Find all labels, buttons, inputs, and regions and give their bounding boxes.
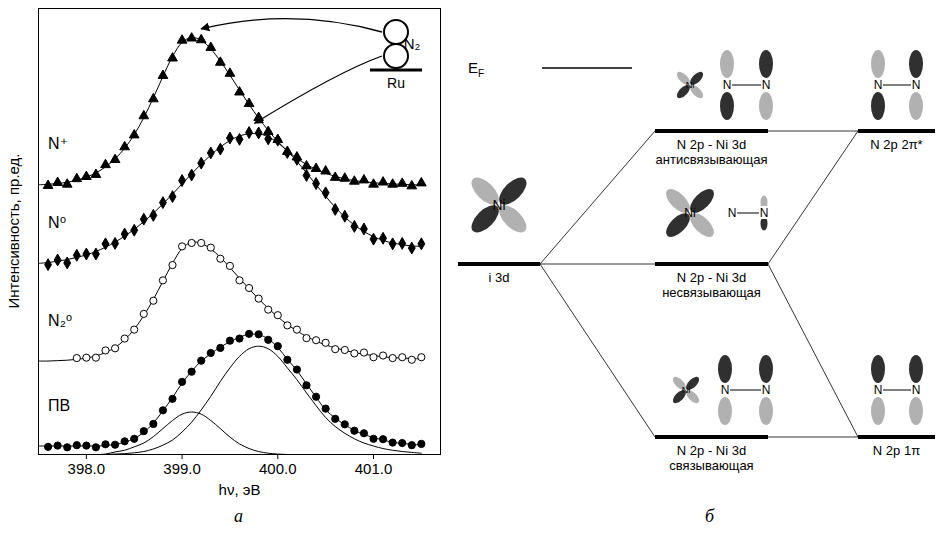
svg-text:антисвязывающая: антисвязывающая [656,152,768,167]
html-text:а: а [234,506,243,526]
svg-text:связывающая: связывающая [669,458,753,473]
svg-text:400.0: 400.0 [259,460,297,477]
svg-text:N⁺: N⁺ [48,135,68,152]
svg-text:hν, эВ: hν, эВ [219,481,261,498]
svg-text:N₂: N₂ [404,35,421,52]
svg-text:Ru: Ru [387,75,405,91]
svg-text:N₂⁰: N₂⁰ [48,312,72,329]
svg-text:N: N [760,206,769,220]
svg-text:N 2p 1π: N 2p 1π [873,443,920,458]
svg-text:N: N [874,383,883,397]
svg-text:несвязывающая: несвязывающая [662,285,761,300]
svg-text:Ni: Ni [492,198,505,213]
svg-text:N⁰: N⁰ [48,214,66,231]
svg-text:ПВ: ПВ [48,397,70,414]
svg-text:N 2p - Ni 3d: N 2p - Ni 3d [677,443,746,458]
svg-text:N: N [874,78,883,92]
svg-text:N: N [762,78,771,92]
svg-text:N 2p 2π*: N 2p 2π* [870,137,922,152]
svg-text:EF: EF [468,59,484,79]
svg-text:Интенсивность, пр.ед.: Интенсивность, пр.ед. [5,154,22,309]
svg-text:398.0: 398.0 [68,460,106,477]
svg-text:N: N [721,383,730,397]
svg-text:N 2p - Ni 3d: N 2p - Ni 3d [677,137,746,152]
svg-text:N: N [912,78,921,92]
svg-text:Ni: Ni [682,385,691,395]
svg-text:N 2p - Ni 3d: N 2p - Ni 3d [677,270,746,285]
html-text:б: б [705,506,715,526]
svg-text:401.0: 401.0 [355,460,393,477]
svg-text:N: N [723,78,732,92]
svg-text:i 3d: i 3d [489,270,510,285]
svg-text:Ni: Ni [684,206,695,220]
svg-text:Ni: Ni [686,80,695,90]
svg-text:399.0: 399.0 [163,460,201,477]
svg-text:N: N [728,206,737,220]
svg-text:N: N [762,383,771,397]
svg-text:N: N [912,383,921,397]
